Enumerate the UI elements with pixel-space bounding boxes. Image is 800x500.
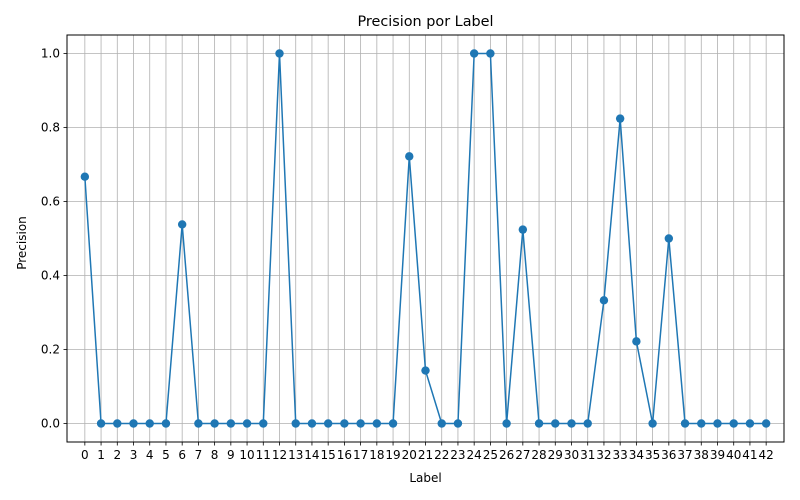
x-tick-label: 35 [645,448,660,462]
data-point [518,225,528,234]
data-series [80,49,771,428]
data-point [567,419,576,428]
data-point [729,419,738,428]
data-point [583,419,592,428]
x-tick-label: 4 [146,448,154,462]
x-tick-label: 12 [272,448,287,462]
x-tick-label: 32 [596,448,611,462]
x-tick-label: 34 [629,448,644,462]
axis-ticks: 0 1 2 3 4 5 6 7 8 9 10 11 12 13 14 15 16 17 18 19 20 21 22 23 24… [41,47,774,463]
data-point [177,220,187,229]
data-point [697,419,706,428]
data-point [161,419,171,428]
data-point [210,419,219,428]
x-tick-label: 42 [759,448,774,462]
x-tick-label: 9 [227,448,235,462]
x-tick-label: 5 [162,448,170,462]
data-point [194,419,203,428]
x-axis-title: Label [409,471,441,485]
x-tick-label: 19 [385,448,400,462]
data-point [129,419,138,428]
data-point [745,419,755,428]
data-point [761,419,771,428]
data-point [323,419,333,428]
data-point [113,419,122,428]
data-point [551,419,560,428]
y-tick-label: 0.2 [41,343,60,357]
data-point [145,419,154,428]
data-point [372,419,382,428]
data-point [648,419,657,428]
data-point [421,366,430,375]
x-tick-label: 24 [467,448,482,462]
x-tick-label: 23 [450,448,465,462]
grid-lines [67,35,784,442]
data-point [453,419,463,428]
y-tick-label: 0.8 [41,121,60,135]
x-tick-label: 0 [81,448,89,462]
data-point [275,49,284,58]
data-point [80,172,90,181]
x-tick-label: 7 [195,448,203,462]
x-tick-label: 30 [564,448,579,462]
data-point [356,419,365,428]
x-tick-label: 38 [694,448,709,462]
x-tick-label: 41 [742,448,757,462]
x-tick-label: 29 [548,448,563,462]
x-tick-label: 1 [97,448,105,462]
y-tick-label: 0.4 [41,269,60,283]
data-point [96,419,106,428]
x-tick-label: 15 [321,448,336,462]
data-point [469,49,479,58]
y-tick-label: 0.0 [41,417,60,431]
data-point [291,419,300,428]
y-tick-label: 0.6 [41,195,60,209]
data-point [664,234,674,243]
x-tick-label: 3 [130,448,138,462]
x-tick-label: 22 [434,448,449,462]
x-tick-label: 6 [178,448,186,462]
data-point [486,49,495,58]
x-tick-label: 26 [499,448,514,462]
data-point [242,419,252,428]
y-tick-label: 1.0 [41,47,60,61]
data-point [534,419,544,428]
x-tick-label: 16 [337,448,352,462]
x-tick-label: 8 [211,448,219,462]
y-axis-title: Precision [15,216,29,270]
data-point [502,419,511,428]
data-point [307,419,317,428]
x-tick-label: 31 [580,448,595,462]
x-tick-label: 39 [710,448,725,462]
data-point [388,419,398,428]
data-point [437,419,446,428]
x-tick-label: 33 [613,448,628,462]
data-point [340,419,349,428]
data-point [226,419,236,428]
x-tick-label: 25 [483,448,498,462]
x-tick-label: 14 [304,448,319,462]
x-tick-label: 10 [239,448,254,462]
x-tick-label: 11 [256,448,271,462]
data-point [680,419,690,428]
data-point [405,152,414,161]
chart-title: Precision por Label [357,14,493,30]
x-tick-label: 17 [353,448,368,462]
x-tick-label: 36 [661,448,676,462]
data-point [259,419,268,428]
data-point [632,337,641,346]
x-tick-label: 40 [726,448,741,462]
x-tick-label: 37 [677,448,692,462]
data-point [713,419,722,428]
x-tick-label: 28 [531,448,546,462]
data-point [599,296,609,305]
x-tick-label: 13 [288,448,303,462]
x-tick-label: 21 [418,448,433,462]
x-tick-label: 2 [113,448,121,462]
x-tick-label: 20 [402,448,417,462]
x-tick-label: 18 [369,448,384,462]
data-point [615,114,625,123]
x-tick-label: 27 [515,448,530,462]
